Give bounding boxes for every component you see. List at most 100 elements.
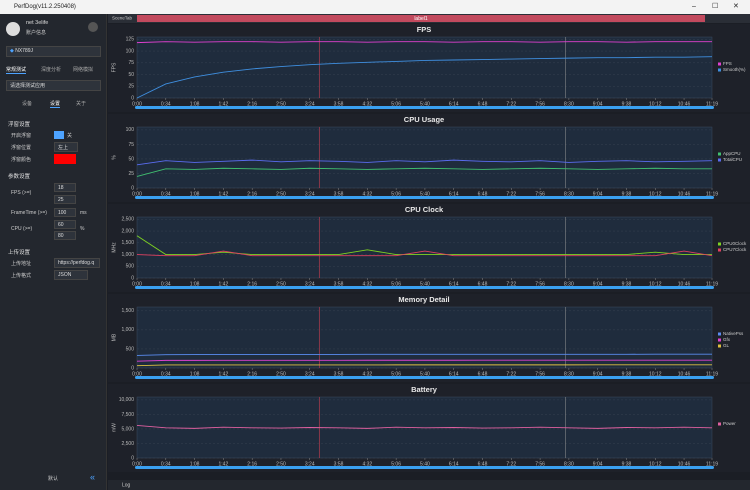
y-tick-label: 0: [131, 365, 134, 371]
account[interactable]: 账户信息: [26, 30, 47, 36]
legend-swatch: [718, 62, 721, 66]
series-line: [136, 41, 712, 44]
x-tick-label: 0:34: [161, 101, 171, 107]
x-tick-label: 2:16: [247, 101, 257, 107]
device-select[interactable]: ◆ NX789J: [6, 46, 101, 57]
y-tick-label: 5,000: [121, 426, 134, 432]
y-axis-label: MHz: [111, 242, 117, 253]
subtab[interactable]: 设备: [22, 101, 33, 107]
legend-label: GL: [723, 343, 730, 348]
series-line: [136, 364, 712, 367]
log-bar: [108, 480, 750, 490]
label: CPU (>=): [11, 226, 33, 232]
app-select[interactable]: 请选择测试应用: [6, 80, 101, 91]
chart-title: CPU Usage: [404, 115, 444, 124]
maximize[interactable]: ☐: [712, 3, 719, 10]
x-tick-label: 10:46: [678, 191, 691, 197]
x-tick-label: 7:56: [535, 101, 545, 107]
input[interactable]: 25: [54, 195, 76, 204]
settings-button[interactable]: [88, 22, 98, 32]
x-tick-label: 7:22: [506, 371, 516, 377]
x-tick-label: 4:32: [362, 371, 372, 377]
x-tick-label: 9:38: [622, 191, 632, 197]
log[interactable]: Log: [122, 482, 131, 488]
chart-title: CPU Clock: [405, 205, 444, 214]
subtab[interactable]: 设置: [50, 101, 61, 108]
tab[interactable]: 网络模拟: [73, 67, 94, 73]
plot-area: [136, 126, 713, 189]
series-line: [136, 359, 712, 362]
series-line: [136, 159, 713, 166]
format-select[interactable]: JSON: [54, 270, 88, 280]
x-tick-label: 3:58: [334, 191, 344, 197]
plot-area: [136, 216, 713, 279]
x-tick-label: 8:30: [564, 371, 574, 377]
x-tick-label: 10:46: [678, 371, 691, 377]
x-tick-label: 8:30: [564, 101, 574, 107]
x-tick-label: 5:40: [420, 461, 430, 467]
legend-swatch: [718, 158, 721, 162]
scene-tab[interactable]: SceneTab: [112, 16, 133, 21]
x-tick-label: 3:58: [334, 461, 344, 467]
input[interactable]: 18: [54, 183, 76, 192]
x-tick-label: 9:38: [622, 371, 632, 377]
legend-label: Smooth(%): [723, 67, 746, 72]
toggle[interactable]: [54, 131, 64, 139]
y-tick-label: 2,500: [121, 217, 134, 223]
tab[interactable]: 常规测试: [6, 67, 27, 74]
label: FPS (>=): [11, 190, 32, 196]
x-tick-label: 10:46: [678, 101, 691, 107]
tab[interactable]: 深度分析: [41, 67, 62, 73]
series-line: [136, 353, 712, 356]
label-bar: [137, 15, 705, 22]
input[interactable]: 80: [54, 231, 76, 240]
x-tick-label: 0:34: [161, 191, 171, 197]
input[interactable]: 100: [54, 208, 76, 217]
y-tick-label: 1,500: [121, 308, 134, 314]
scrollbar: [135, 466, 714, 469]
user-name: net 3elife: [26, 20, 49, 26]
x-tick-label: 4:32: [362, 101, 372, 107]
x-tick-label: 1:42: [219, 461, 229, 467]
legend-swatch: [718, 248, 721, 252]
x-tick-label: 11:19: [706, 281, 718, 287]
x-tick-label: 2:50: [276, 281, 286, 287]
y-tick-label: 2,000: [121, 228, 134, 234]
collapse[interactable]: «: [90, 472, 96, 482]
x-tick-label: 3:24: [305, 101, 315, 107]
y-tick-label: 2,500: [121, 441, 134, 447]
x-tick-label: 1:08: [190, 371, 200, 377]
y-tick-label: 1,000: [121, 252, 134, 258]
x-tick-label: 9:04: [593, 371, 603, 377]
x-tick-label: 5:40: [420, 281, 430, 287]
default-button[interactable]: 默认: [48, 476, 59, 482]
x-tick-label: 2:16: [247, 371, 257, 377]
x-tick-label: 11:19: [706, 461, 718, 467]
x-tick-label: 2:50: [276, 461, 286, 467]
y-tick-label: 125: [126, 37, 135, 43]
legend-label: CPU0Clock: [723, 241, 747, 246]
x-tick-label: 7:56: [535, 281, 545, 287]
label: 浮窗位置: [11, 145, 32, 151]
minimize[interactable]: –: [692, 3, 696, 10]
input[interactable]: 60: [54, 220, 76, 229]
x-tick-label: 0:34: [161, 461, 171, 467]
y-tick-label: 0: [131, 275, 134, 281]
legend-label: Power: [723, 421, 736, 426]
input[interactable]: https://perfdog.q: [54, 258, 100, 268]
x-tick-label: 10:12: [649, 371, 662, 377]
close[interactable]: ✕: [733, 3, 739, 10]
subtab[interactable]: 关于: [76, 101, 87, 107]
legend-swatch: [718, 152, 721, 156]
y-axis-label: mW: [111, 423, 117, 432]
legend-label: FPS: [723, 61, 732, 66]
x-tick-label: 1:08: [190, 101, 200, 107]
x-tick-label: 3:58: [334, 101, 344, 107]
x-tick-label: 0:34: [161, 371, 171, 377]
legend-label: NativePss: [723, 331, 744, 336]
chart-title: Memory Detail: [398, 295, 449, 304]
sidebar: net 3elife 账户信息 ◆ NX789J 常规测试 深度分析 网络模拟 …: [0, 14, 107, 490]
position-select[interactable]: 左上: [54, 142, 78, 152]
color-swatch[interactable]: [54, 154, 76, 164]
